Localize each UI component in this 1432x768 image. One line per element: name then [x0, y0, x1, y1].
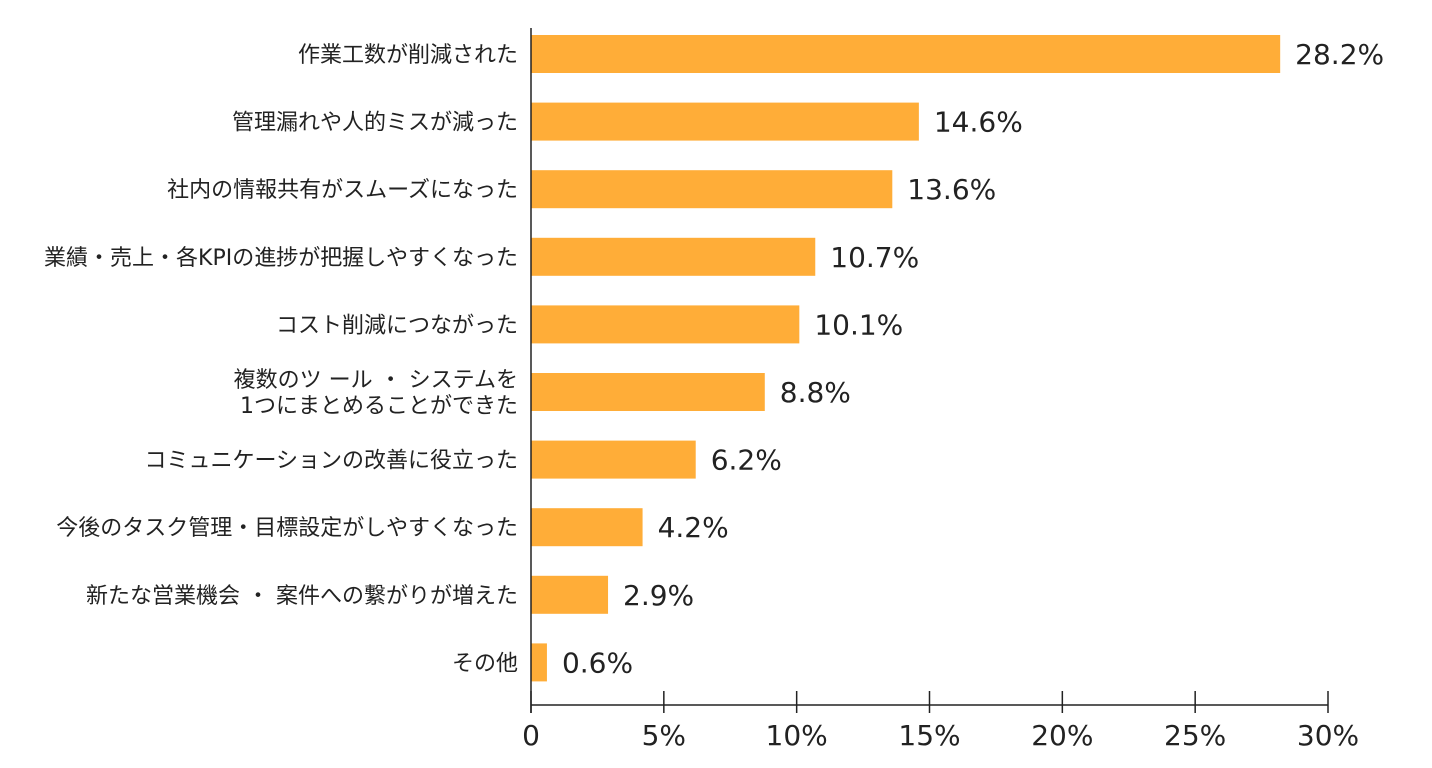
bar [531, 237, 816, 276]
x-tick-label: 25% [1164, 719, 1226, 752]
bar [531, 102, 919, 141]
category-label: その他 [452, 651, 518, 676]
x-tick-label: 0 [522, 719, 540, 752]
category-label: 今後のタスク管理・目標設定がしやすくなった [56, 516, 518, 541]
category-label-line: コスト削減につながった [276, 313, 518, 338]
category-label: 作業工数が削減された [298, 43, 518, 68]
bar [531, 35, 1281, 73]
category-label: 新たな営業機会 ・ 案件への繋がりが増えた [86, 584, 518, 609]
bar [531, 440, 696, 479]
category-label-line: 複数のツ ール ・ システムを [234, 368, 518, 393]
bar-value-label: 4.2% [658, 511, 729, 544]
category-label-line: 社内の情報共有がスムーズになった [167, 178, 518, 203]
x-tick-label: 10% [766, 719, 828, 752]
bar-value-label: 8.8% [780, 376, 851, 409]
category-label: コミュニケーションの改善に役立った [144, 449, 518, 474]
category-label: 管理漏れや人的ミスが減った [232, 111, 518, 136]
bar-value-label: 28.2% [1295, 38, 1384, 71]
category-label: 複数のツ ール ・ システムを 1つにまとめることができた [234, 368, 518, 419]
category-label: コスト削減につながった [276, 313, 518, 338]
category-label-line: 業績・売上・各KPIの進捗が把握しやすくなった [44, 246, 518, 271]
bar [531, 305, 800, 344]
category-label: 社内の情報共有がスムーズになった [167, 178, 518, 203]
category-label-line: 今後のタスク管理・目標設定がしやすくなった [56, 516, 518, 541]
category-label-line: 1つにまとめることができた [240, 394, 518, 419]
bar-value-label: 14.6% [934, 106, 1023, 139]
bar-value-label: 13.6% [907, 173, 996, 206]
bar-value-label: 2.9% [623, 579, 694, 612]
bar-value-label: 0.6% [562, 646, 633, 679]
category-label-line: 新たな営業機会 ・ 案件への繋がりが増えた [86, 584, 518, 609]
x-tick-label: 5% [642, 719, 686, 752]
bar [531, 508, 643, 547]
bar [531, 373, 765, 411]
x-tick-label: 20% [1031, 719, 1093, 752]
bar-value-label: 10.1% [814, 308, 903, 341]
x-tick-label: 30% [1297, 719, 1359, 752]
category-label: 業績・売上・各KPIの進捗が把握しやすくなった [44, 246, 518, 271]
bar-value-label: 10.7% [830, 241, 919, 274]
category-label-line: 管理漏れや人的ミスが減った [232, 111, 518, 136]
bar [531, 575, 609, 614]
value-labels-group: 28.2% 14.6% 13.6% 10.7% 10.1% 8.8% 6.2% 4.2% 2.9… [562, 38, 1384, 679]
bar [531, 170, 893, 209]
bars-group [531, 35, 1281, 682]
bar [531, 643, 547, 682]
category-label-line: コミュニケーションの改善に役立った [144, 449, 518, 474]
bar-value-label: 6.2% [711, 444, 782, 477]
category-label-line: その他 [452, 651, 518, 676]
x-ticks-group: 0 5% 10% 15% 20% 25% 30% [522, 691, 1359, 752]
category-label-line: 作業工数が削減された [298, 43, 518, 68]
category-labels-group: 作業工数が削減された管理漏れや人的ミスが減った社内の情報共有がスムーズになった業… [44, 43, 518, 676]
x-tick-label: 15% [898, 719, 960, 752]
